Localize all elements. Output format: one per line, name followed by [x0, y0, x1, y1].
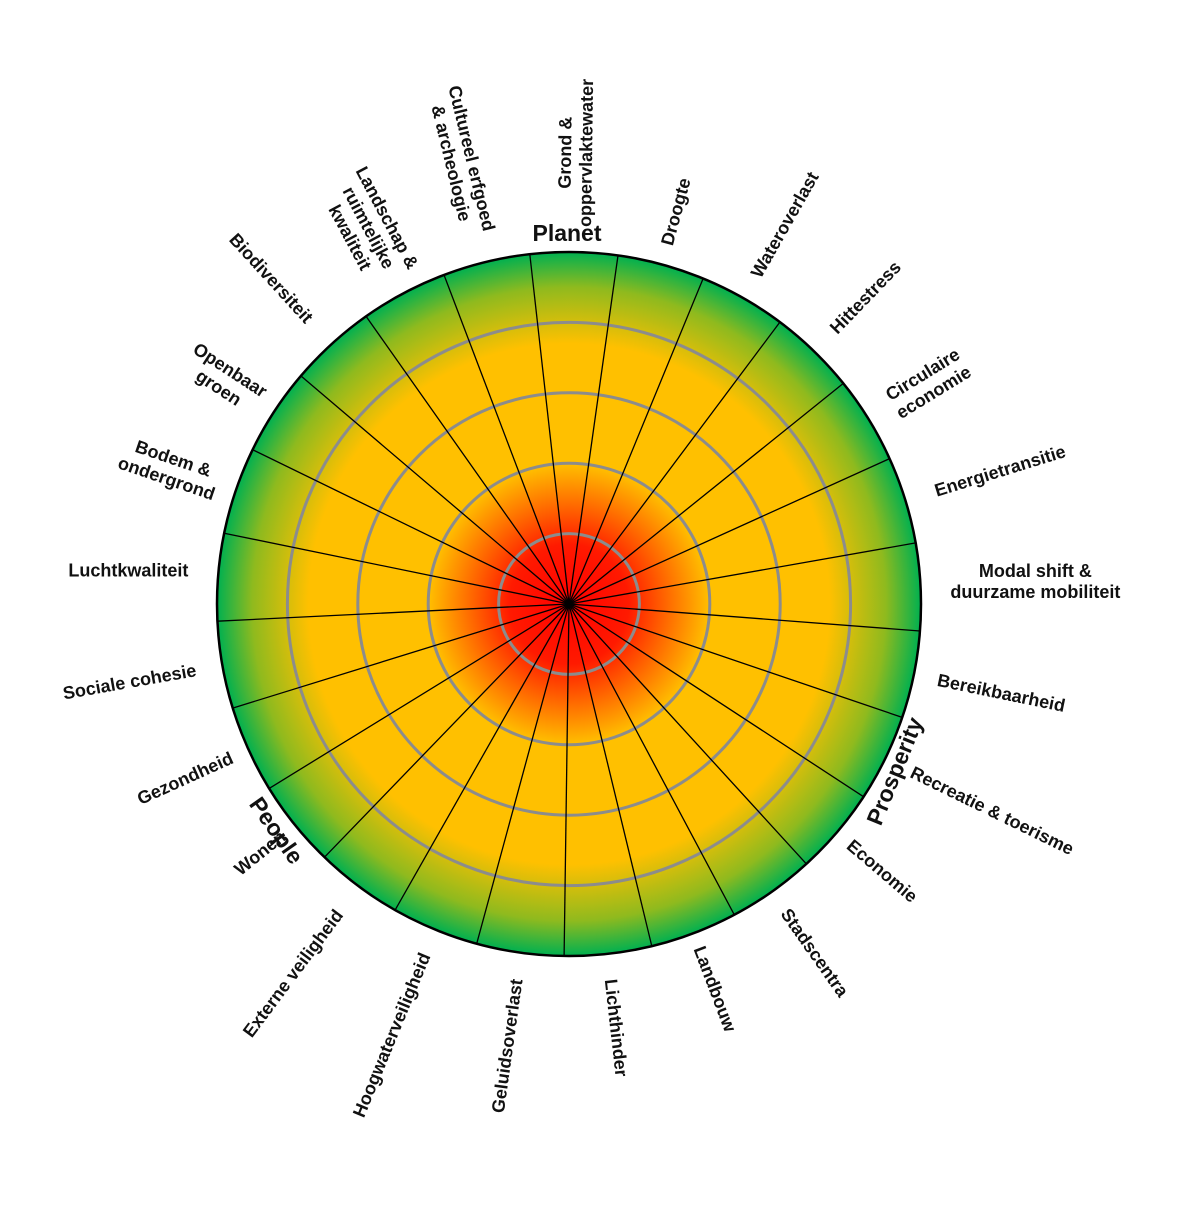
sector-label-line: Geluidsoverlast	[488, 978, 527, 1115]
sector-label: Landschap &ruimtelijkekwaliteit	[315, 163, 423, 292]
sector-label: Economie	[843, 836, 921, 907]
sector-divider	[568, 603, 653, 947]
sector-dividers	[217, 254, 921, 957]
sector-label-line: Sociale cohesie	[61, 660, 197, 703]
sector-label-line: Recreatie & toerisme	[907, 763, 1077, 859]
sector-label: Lichthinder	[601, 978, 632, 1078]
sector-label: Circulaireeconomie	[882, 344, 975, 423]
sector-label: Externe veiligheid	[239, 906, 347, 1041]
sector-label-line: Grond &	[555, 117, 576, 189]
sector-label-line: duurzame mobiliteit	[950, 582, 1120, 602]
sector-label-line: Gezondheid	[134, 748, 236, 809]
sector-label-line: Luchtkwaliteit	[68, 560, 188, 580]
sector-label-line: Economie	[843, 836, 921, 907]
sector-divider	[394, 603, 570, 911]
score-ring-3	[356, 391, 782, 817]
sector-label: Openbaargroen	[178, 339, 271, 419]
sector-label-line: Modal shift &	[979, 561, 1092, 581]
sector-divider	[252, 449, 570, 605]
sector-divider	[365, 316, 570, 605]
sector-label-line: Wateroverlast	[747, 168, 823, 281]
sector-divider	[563, 603, 570, 957]
sector-label: Wateroverlast	[747, 168, 823, 281]
group-label-planet: Planet	[532, 220, 601, 246]
sector-divider	[568, 603, 807, 865]
sector-label: Biodiversiteit	[225, 229, 317, 327]
sector-label-line: Landbouw	[690, 943, 741, 1035]
sector-label: Cultureel erfgoed& archeologie	[424, 83, 499, 237]
sector-label: Modal shift & duurzame mobiliteit	[950, 561, 1120, 602]
score-ring-1	[497, 532, 641, 676]
score-ring-2	[426, 461, 712, 747]
sector-label: Droogte	[657, 176, 694, 248]
sector-label: Energietransitie	[932, 441, 1068, 500]
sector-divider	[224, 532, 570, 605]
sector-divider	[568, 321, 781, 605]
sector-label-line: Stadscentra	[777, 905, 853, 1002]
sector-divider	[568, 278, 704, 605]
sector-divider	[568, 458, 890, 605]
sector-label-line: Biodiversiteit	[225, 229, 317, 327]
sector-label: Recreatie & toerisme	[907, 763, 1077, 859]
sector-divider	[529, 254, 570, 605]
sector-label-line: Droogte	[657, 176, 694, 248]
sector-label: Hittestress	[826, 257, 905, 338]
sector-divider	[568, 542, 916, 605]
sector-label-line: Hoogwaterveiligheid	[349, 950, 435, 1120]
sector-divider	[268, 603, 570, 789]
sector-label: Hoogwaterveiligheid	[349, 950, 435, 1120]
sector-label-line: Lichthinder	[601, 978, 632, 1078]
sector-divider	[324, 603, 570, 858]
sector-divider	[568, 603, 864, 798]
sector-label-line: Externe veiligheid	[239, 906, 347, 1041]
sector-label-line: Hittestress	[826, 257, 905, 338]
sector-label: Grond &oppervlaktewater	[554, 78, 597, 227]
sector-label: Geluidsoverlast	[488, 978, 527, 1115]
sector-divider	[217, 603, 570, 622]
sector-label: Stadscentra	[777, 905, 853, 1002]
sector-label-line: Energietransitie	[932, 441, 1068, 500]
sector-label: Gezondheid	[134, 748, 236, 809]
sector-divider	[476, 603, 570, 944]
sector-divider	[568, 603, 921, 632]
sector-divider	[568, 603, 903, 719]
sector-divider	[300, 375, 570, 605]
sector-divider	[568, 255, 619, 605]
sector-label: Bereikbaarheid	[936, 670, 1067, 716]
sector-divider	[568, 382, 844, 605]
wheel-outline	[215, 250, 923, 958]
sector-divider	[232, 603, 570, 709]
sector-label: Sociale cohesie	[61, 660, 197, 703]
sector-label: Landbouw	[690, 943, 741, 1035]
sector-divider	[568, 603, 735, 916]
sector-label-line: oppervlaktewater	[575, 79, 597, 227]
sector-label: Luchtkwaliteit	[68, 560, 188, 580]
score-rings	[285, 320, 853, 888]
sector-label: Bodem &ondergrond	[115, 433, 224, 504]
sector-label-line: Bereikbaarheid	[936, 670, 1067, 716]
score-ring-4	[285, 320, 853, 888]
sector-divider	[443, 274, 570, 605]
